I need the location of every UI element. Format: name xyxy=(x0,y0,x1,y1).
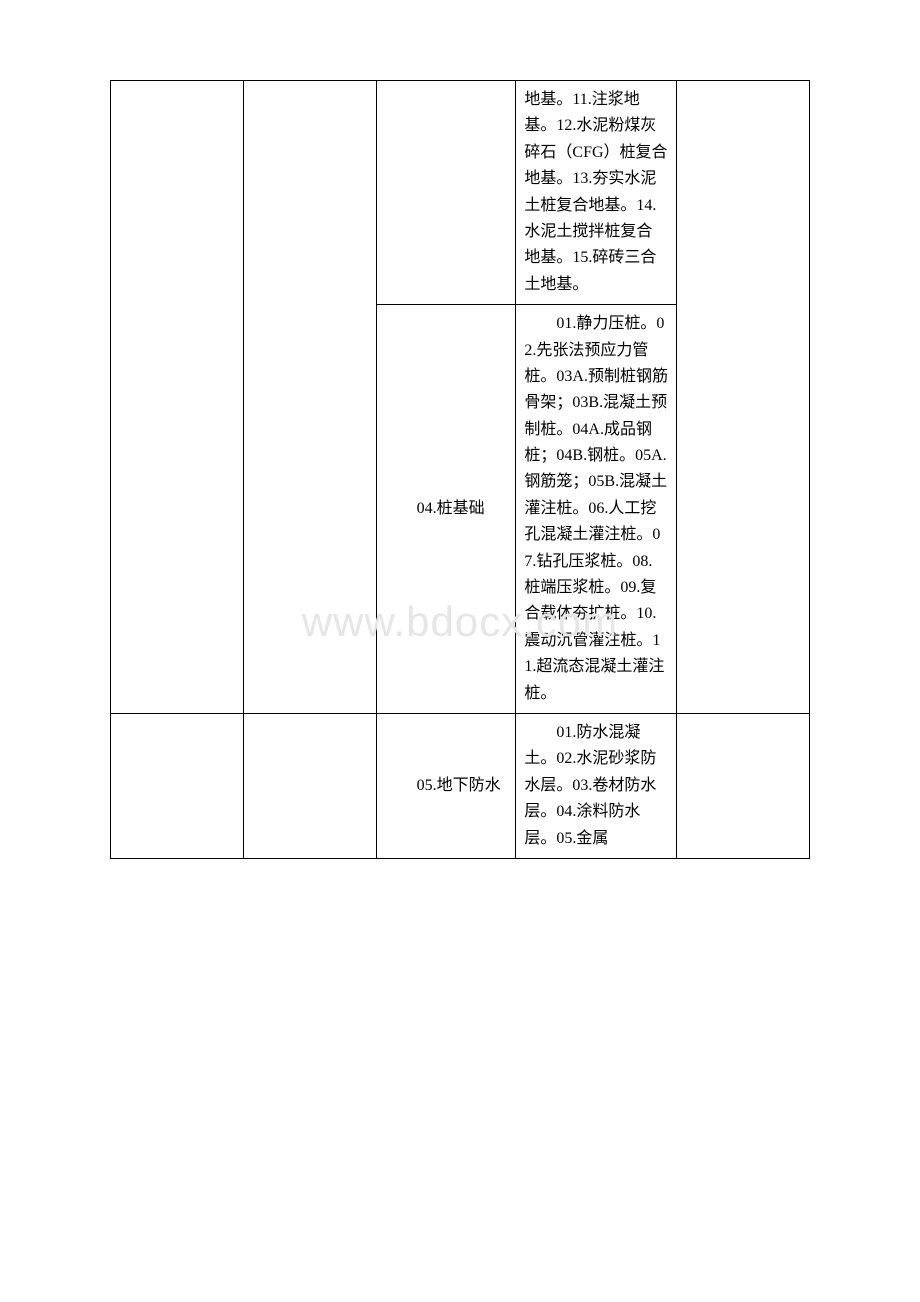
cell-col2 xyxy=(243,713,376,858)
cell-col5 xyxy=(677,713,810,858)
cell-col3 xyxy=(376,81,516,305)
data-table: 地基。11.注浆地基。12.水泥粉煤灰碎石（CFG）桩复合地基。13.夯实水泥土… xyxy=(110,80,810,859)
label-text: 04.桩基础 xyxy=(417,500,485,517)
cell-col3: 04.桩基础 xyxy=(376,305,516,714)
cell-col1 xyxy=(111,713,244,858)
cell-col2 xyxy=(243,81,376,714)
table-row: 地基。11.注浆地基。12.水泥粉煤灰碎石（CFG）桩复合地基。13.夯实水泥土… xyxy=(111,81,810,305)
page-container: www.bdocx.com 地基。11.注浆地基。12.水泥粉煤灰碎石（CFG）… xyxy=(0,0,920,1302)
cell-col4: 01.防水混凝土。02.水泥砂浆防水层。03.卷材防水层。04.涂料防水层。05… xyxy=(516,713,677,858)
cell-col1 xyxy=(111,81,244,714)
cell-col4: 01.静力压桩。02.先张法预应力管桩。03A.预制桩钢筋骨架；03B.混凝土预… xyxy=(516,305,677,714)
cell-col3: 05.地下防水 xyxy=(376,713,516,858)
cell-col5 xyxy=(677,81,810,714)
cell-col4: 地基。11.注浆地基。12.水泥粉煤灰碎石（CFG）桩复合地基。13.夯实水泥土… xyxy=(516,81,677,305)
label-text: 05.地下防水 xyxy=(417,777,501,794)
table-row: 05.地下防水 01.防水混凝土。02.水泥砂浆防水层。03.卷材防水层。04.… xyxy=(111,713,810,858)
